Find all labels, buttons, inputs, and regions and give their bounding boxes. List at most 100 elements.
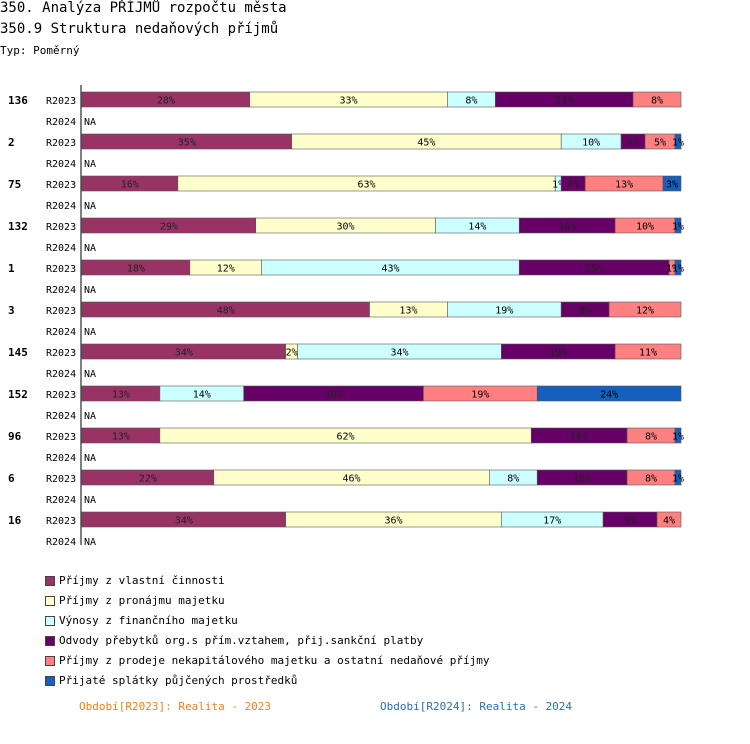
data-label: 8% [645,474,657,485]
category-label: 1 [8,262,15,275]
bar-segment [632,91,682,108]
data-label: 35% [178,138,196,149]
na-label: NA [84,243,96,254]
data-label: 43% [381,264,399,275]
chart-type-label: Typ: Poměrný [0,44,80,57]
row-label-r2023: R2023 [46,138,76,149]
data-label: 1% [672,264,684,275]
legend-label: Výnosy z finančního majetku [59,614,238,627]
data-label: 13% [399,306,417,317]
data-label: 46% [343,474,361,485]
data-label: 19% [471,390,489,401]
data-label: 28% [157,96,175,107]
data-label: 22% [139,474,157,485]
data-label: 13% [112,390,130,401]
data-label: 30% [337,222,355,233]
row-label-r2023: R2023 [46,264,76,275]
legend-label: Přijaté splátky půjčených prostředků [59,674,298,687]
data-label: 10% [582,138,600,149]
data-label: 25% [585,264,603,275]
na-label: NA [84,327,96,338]
data-label: 30% [325,390,343,401]
legend-swatch [45,596,55,606]
data-label: 10% [636,222,654,233]
row-label-r2023: R2023 [46,180,76,191]
category-label: 152 [8,388,28,401]
data-label: 8% [465,96,477,107]
legend-label: Příjmy z pronájmu majetku [59,594,225,607]
data-label: 16% [570,432,588,443]
data-label: 23% [555,96,573,107]
data-label: 16% [121,180,139,191]
page-title: 350. Analýza PŘÍJMŮ rozpočtu města [0,0,287,16]
data-label: 14% [193,390,211,401]
data-label: 19% [549,348,567,359]
na-label: NA [84,117,96,128]
data-label: 13% [112,432,130,443]
na-label: NA [84,159,96,170]
row-label-r2024: R2024 [46,285,76,296]
row-label-r2023: R2023 [46,474,76,485]
category-label: 132 [8,220,28,233]
data-label: 45% [417,138,435,149]
na-label: NA [84,537,96,548]
data-label: 1% [672,432,684,443]
category-label: 16 [8,514,22,527]
data-label: 14% [468,222,486,233]
row-label-r2023: R2023 [46,348,76,359]
legend-swatch [45,676,55,686]
category-label: 136 [8,94,28,107]
category-label: 3 [8,304,15,317]
data-label: 1% [672,138,684,149]
bar-segment [656,511,682,528]
category-label: 75 [8,178,21,191]
row-label-r2024: R2024 [46,453,76,464]
category-label: 145 [8,346,28,359]
data-label: 5% [654,138,666,149]
data-label: 36% [384,516,402,527]
row-label-r2024: R2024 [46,201,76,212]
data-label: 4% [663,516,675,527]
data-label: 33% [340,96,358,107]
data-label: 17% [543,516,561,527]
row-label-r2023: R2023 [46,432,76,443]
data-label: 34% [390,348,408,359]
legend-label: Odvody přebytků org.s přím.vztahem, přij… [59,634,424,647]
chart-subtitle: 350.9 Struktura nedaňových příjmů [0,21,279,37]
bar-segment [614,343,682,360]
data-label: 8% [579,306,591,317]
data-label: 15% [573,474,591,485]
na-label: NA [84,411,96,422]
data-label: 8% [651,96,663,107]
data-label: 4% [627,138,639,149]
data-label: 1% [552,180,564,191]
data-label: 34% [175,348,193,359]
data-label: 16% [558,222,576,233]
bar-segment [674,217,682,234]
row-label-r2024: R2024 [46,159,76,170]
data-label: 24% [600,390,618,401]
na-label: NA [84,369,96,380]
row-label-r2023: R2023 [46,516,76,527]
data-label: 12% [217,264,235,275]
category-label: 2 [8,136,15,149]
data-label: 62% [337,432,355,443]
bar-segment [674,259,682,276]
row-label-r2023: R2023 [46,306,76,317]
row-label-r2024: R2024 [46,117,76,128]
legend-swatch [45,636,55,646]
data-label: 1% [672,474,684,485]
legend-swatch [45,656,55,666]
category-label: 6 [8,472,15,485]
data-label: 63% [357,180,375,191]
legend-label: Příjmy z prodeje nekapitálového majetku … [59,654,490,667]
data-label: 8% [645,432,657,443]
row-label-r2023: R2023 [46,222,76,233]
bar-segment [674,133,682,150]
row-label-r2024: R2024 [46,243,76,254]
data-label: 48% [217,306,235,317]
data-label: 12% [636,306,654,317]
data-label: 9% [624,516,636,527]
data-label: 13% [615,180,633,191]
bar-segment [674,427,682,444]
